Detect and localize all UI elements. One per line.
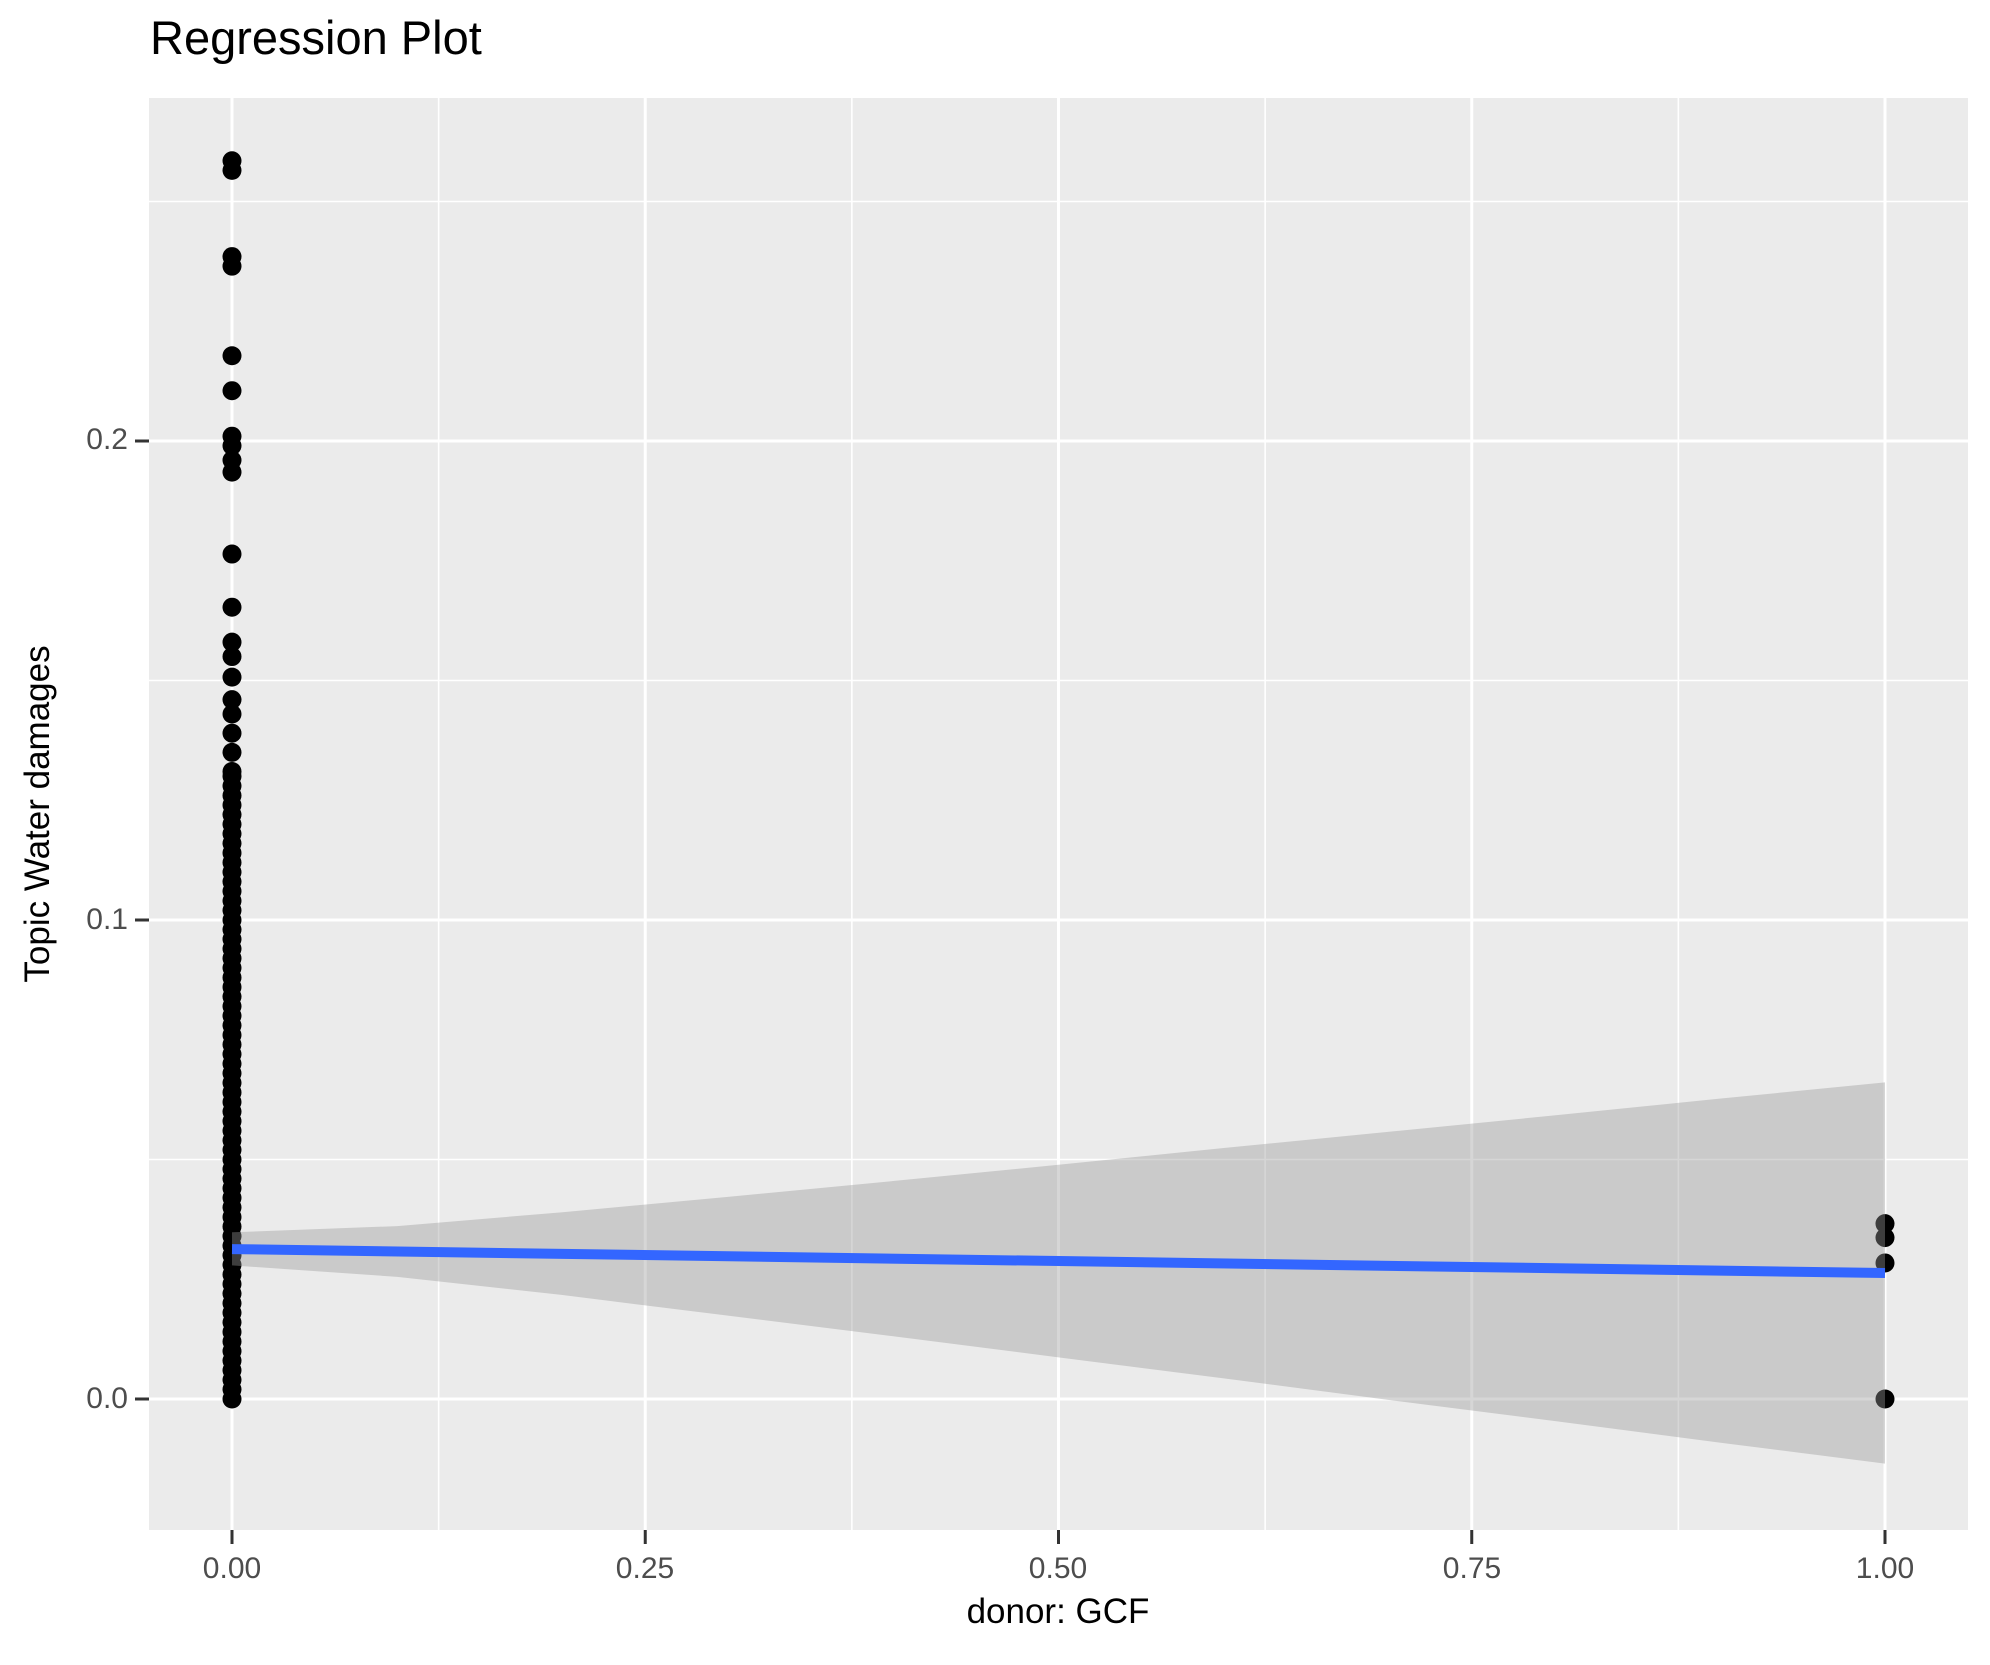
y-tick-label-0.2: 0.2 bbox=[86, 423, 128, 456]
y-axis-title: Topic Water damages bbox=[18, 645, 57, 983]
x-tick-label-1.00: 1.00 bbox=[1855, 1552, 1915, 1585]
axis-tick-marks bbox=[135, 439, 1887, 1544]
regression-line bbox=[231, 1244, 1886, 1279]
plot-title: Regression Plot bbox=[150, 11, 482, 64]
y-tick-label-0.1: 0.1 bbox=[86, 903, 128, 936]
x-tick-label-0.25: 0.25 bbox=[615, 1552, 675, 1585]
x-axis-title: donor: GCF bbox=[966, 1592, 1150, 1631]
confidence-band bbox=[232, 1082, 1885, 1464]
grid-major-lines bbox=[149, 98, 1968, 1530]
x-tick-label-0.00: 0.00 bbox=[202, 1552, 262, 1585]
scatter-points bbox=[222, 151, 1895, 1409]
y-tick-label-0.0: 0.0 bbox=[86, 1382, 128, 1415]
x-tick-label-0.50: 0.50 bbox=[1028, 1552, 1088, 1585]
x-tick-label-0.75: 0.75 bbox=[1442, 1552, 1502, 1585]
